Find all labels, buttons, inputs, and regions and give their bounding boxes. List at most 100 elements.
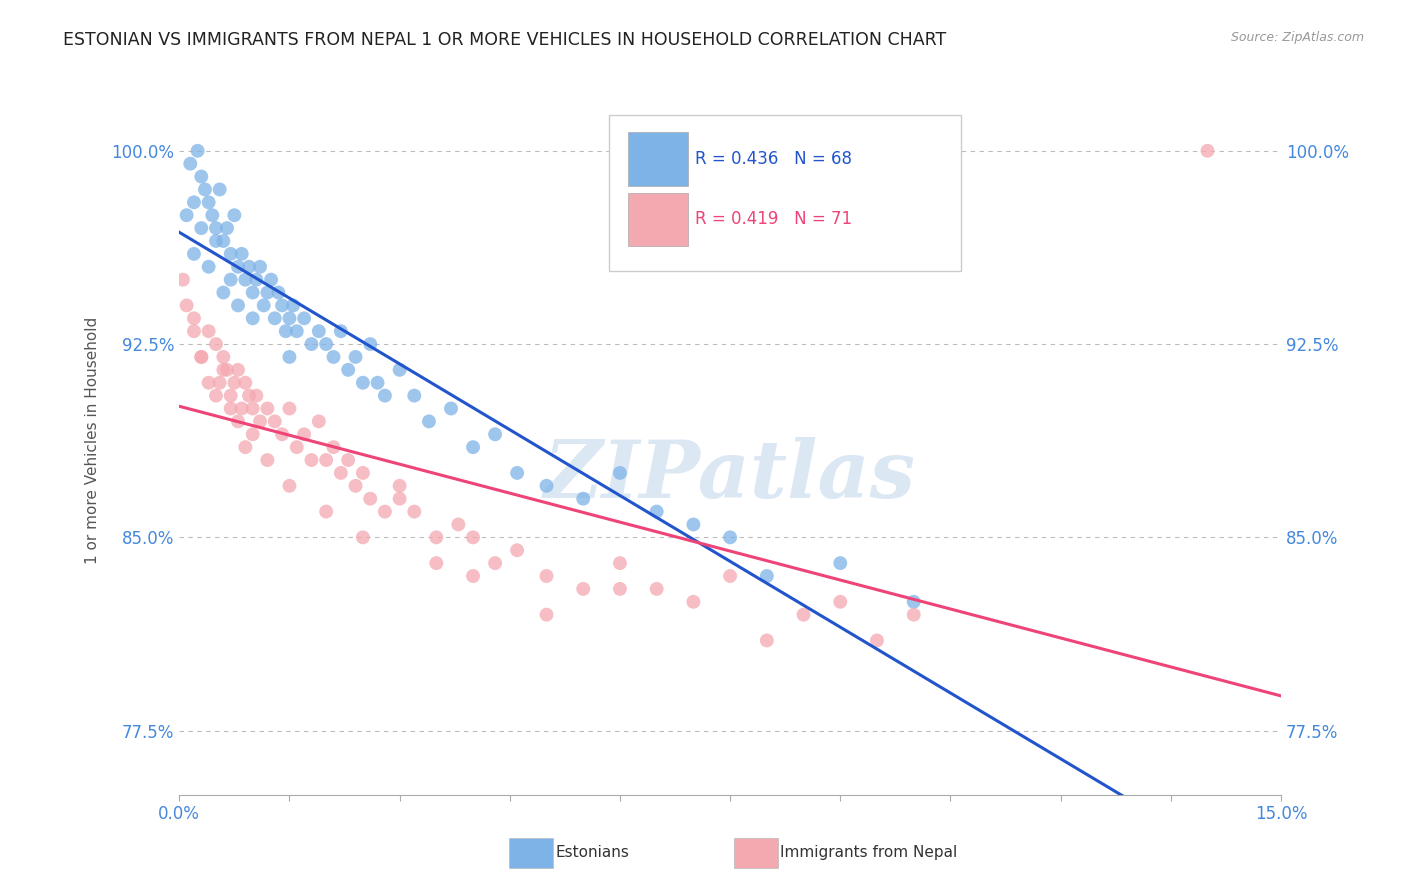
Point	[274, 324, 297, 338]
Point	[418, 414, 440, 428]
Point	[292, 311, 315, 326]
Point	[308, 324, 330, 338]
Point	[344, 350, 367, 364]
Point	[245, 389, 267, 403]
Point	[682, 517, 704, 532]
Point	[271, 427, 294, 442]
Point	[461, 440, 484, 454]
Point	[212, 350, 235, 364]
Point	[506, 466, 529, 480]
Point	[404, 389, 426, 403]
Point	[301, 337, 323, 351]
Point	[278, 401, 301, 416]
Text: R = 0.436   N = 68: R = 0.436 N = 68	[695, 150, 852, 168]
Point	[903, 595, 925, 609]
Text: Immigrants from Nepal: Immigrants from Nepal	[780, 846, 957, 860]
Point	[224, 376, 246, 390]
Point	[219, 273, 242, 287]
Text: Source: ZipAtlas.com: Source: ZipAtlas.com	[1230, 31, 1364, 45]
Point	[278, 350, 301, 364]
Point	[352, 466, 374, 480]
Point	[226, 298, 249, 312]
Point	[226, 363, 249, 377]
Point	[278, 479, 301, 493]
Point	[322, 440, 344, 454]
Point	[352, 530, 374, 544]
Point	[367, 376, 389, 390]
Point	[205, 337, 228, 351]
Point	[197, 376, 219, 390]
Text: Estonians: Estonians	[555, 846, 630, 860]
Point	[359, 491, 381, 506]
Point	[292, 427, 315, 442]
Point	[215, 221, 238, 235]
Point	[718, 530, 741, 544]
Point	[404, 505, 426, 519]
Point	[484, 427, 506, 442]
Point	[238, 389, 260, 403]
FancyBboxPatch shape	[627, 132, 689, 186]
Y-axis label: 1 or more Vehicles in Household: 1 or more Vehicles in Household	[86, 317, 100, 565]
Point	[278, 311, 301, 326]
Point	[285, 324, 308, 338]
Point	[271, 298, 294, 312]
Point	[374, 505, 396, 519]
Point	[183, 324, 205, 338]
Point	[183, 311, 205, 326]
Point	[219, 247, 242, 261]
Point	[215, 363, 238, 377]
Point	[245, 273, 267, 287]
Text: ZIPatlas: ZIPatlas	[544, 437, 917, 515]
Point	[256, 285, 278, 300]
Point	[682, 595, 704, 609]
Point	[718, 569, 741, 583]
Point	[205, 234, 228, 248]
Point	[315, 337, 337, 351]
Point	[359, 337, 381, 351]
Point	[190, 350, 212, 364]
Point	[201, 208, 224, 222]
Point	[183, 195, 205, 210]
Point	[190, 169, 212, 184]
Point	[179, 156, 201, 170]
Point	[235, 376, 257, 390]
Point	[447, 517, 470, 532]
Point	[425, 530, 447, 544]
Point	[388, 491, 411, 506]
Point	[197, 260, 219, 274]
Point	[226, 260, 249, 274]
Text: R = 0.419   N = 71: R = 0.419 N = 71	[695, 210, 852, 227]
Point	[219, 389, 242, 403]
Point	[536, 479, 558, 493]
Point	[337, 453, 360, 467]
Point	[183, 247, 205, 261]
Point	[388, 479, 411, 493]
Point	[374, 389, 396, 403]
Point	[337, 363, 360, 377]
Point	[308, 414, 330, 428]
Point	[194, 182, 217, 196]
Point	[242, 311, 264, 326]
Point	[224, 208, 246, 222]
Point	[484, 556, 506, 570]
Point	[253, 298, 276, 312]
Point	[903, 607, 925, 622]
Point	[190, 350, 212, 364]
Point	[226, 414, 249, 428]
Text: ESTONIAN VS IMMIGRANTS FROM NEPAL 1 OR MORE VEHICLES IN HOUSEHOLD CORRELATION CH: ESTONIAN VS IMMIGRANTS FROM NEPAL 1 OR M…	[63, 31, 946, 49]
FancyBboxPatch shape	[609, 115, 962, 270]
Point	[506, 543, 529, 558]
Point	[212, 363, 235, 377]
Point	[267, 285, 290, 300]
Point	[176, 208, 198, 222]
Point	[231, 401, 253, 416]
Point	[212, 285, 235, 300]
Point	[256, 453, 278, 467]
Point	[260, 273, 283, 287]
Point	[242, 285, 264, 300]
Point	[197, 324, 219, 338]
Point	[256, 401, 278, 416]
Point	[249, 414, 271, 428]
Point	[208, 182, 231, 196]
Point	[219, 401, 242, 416]
